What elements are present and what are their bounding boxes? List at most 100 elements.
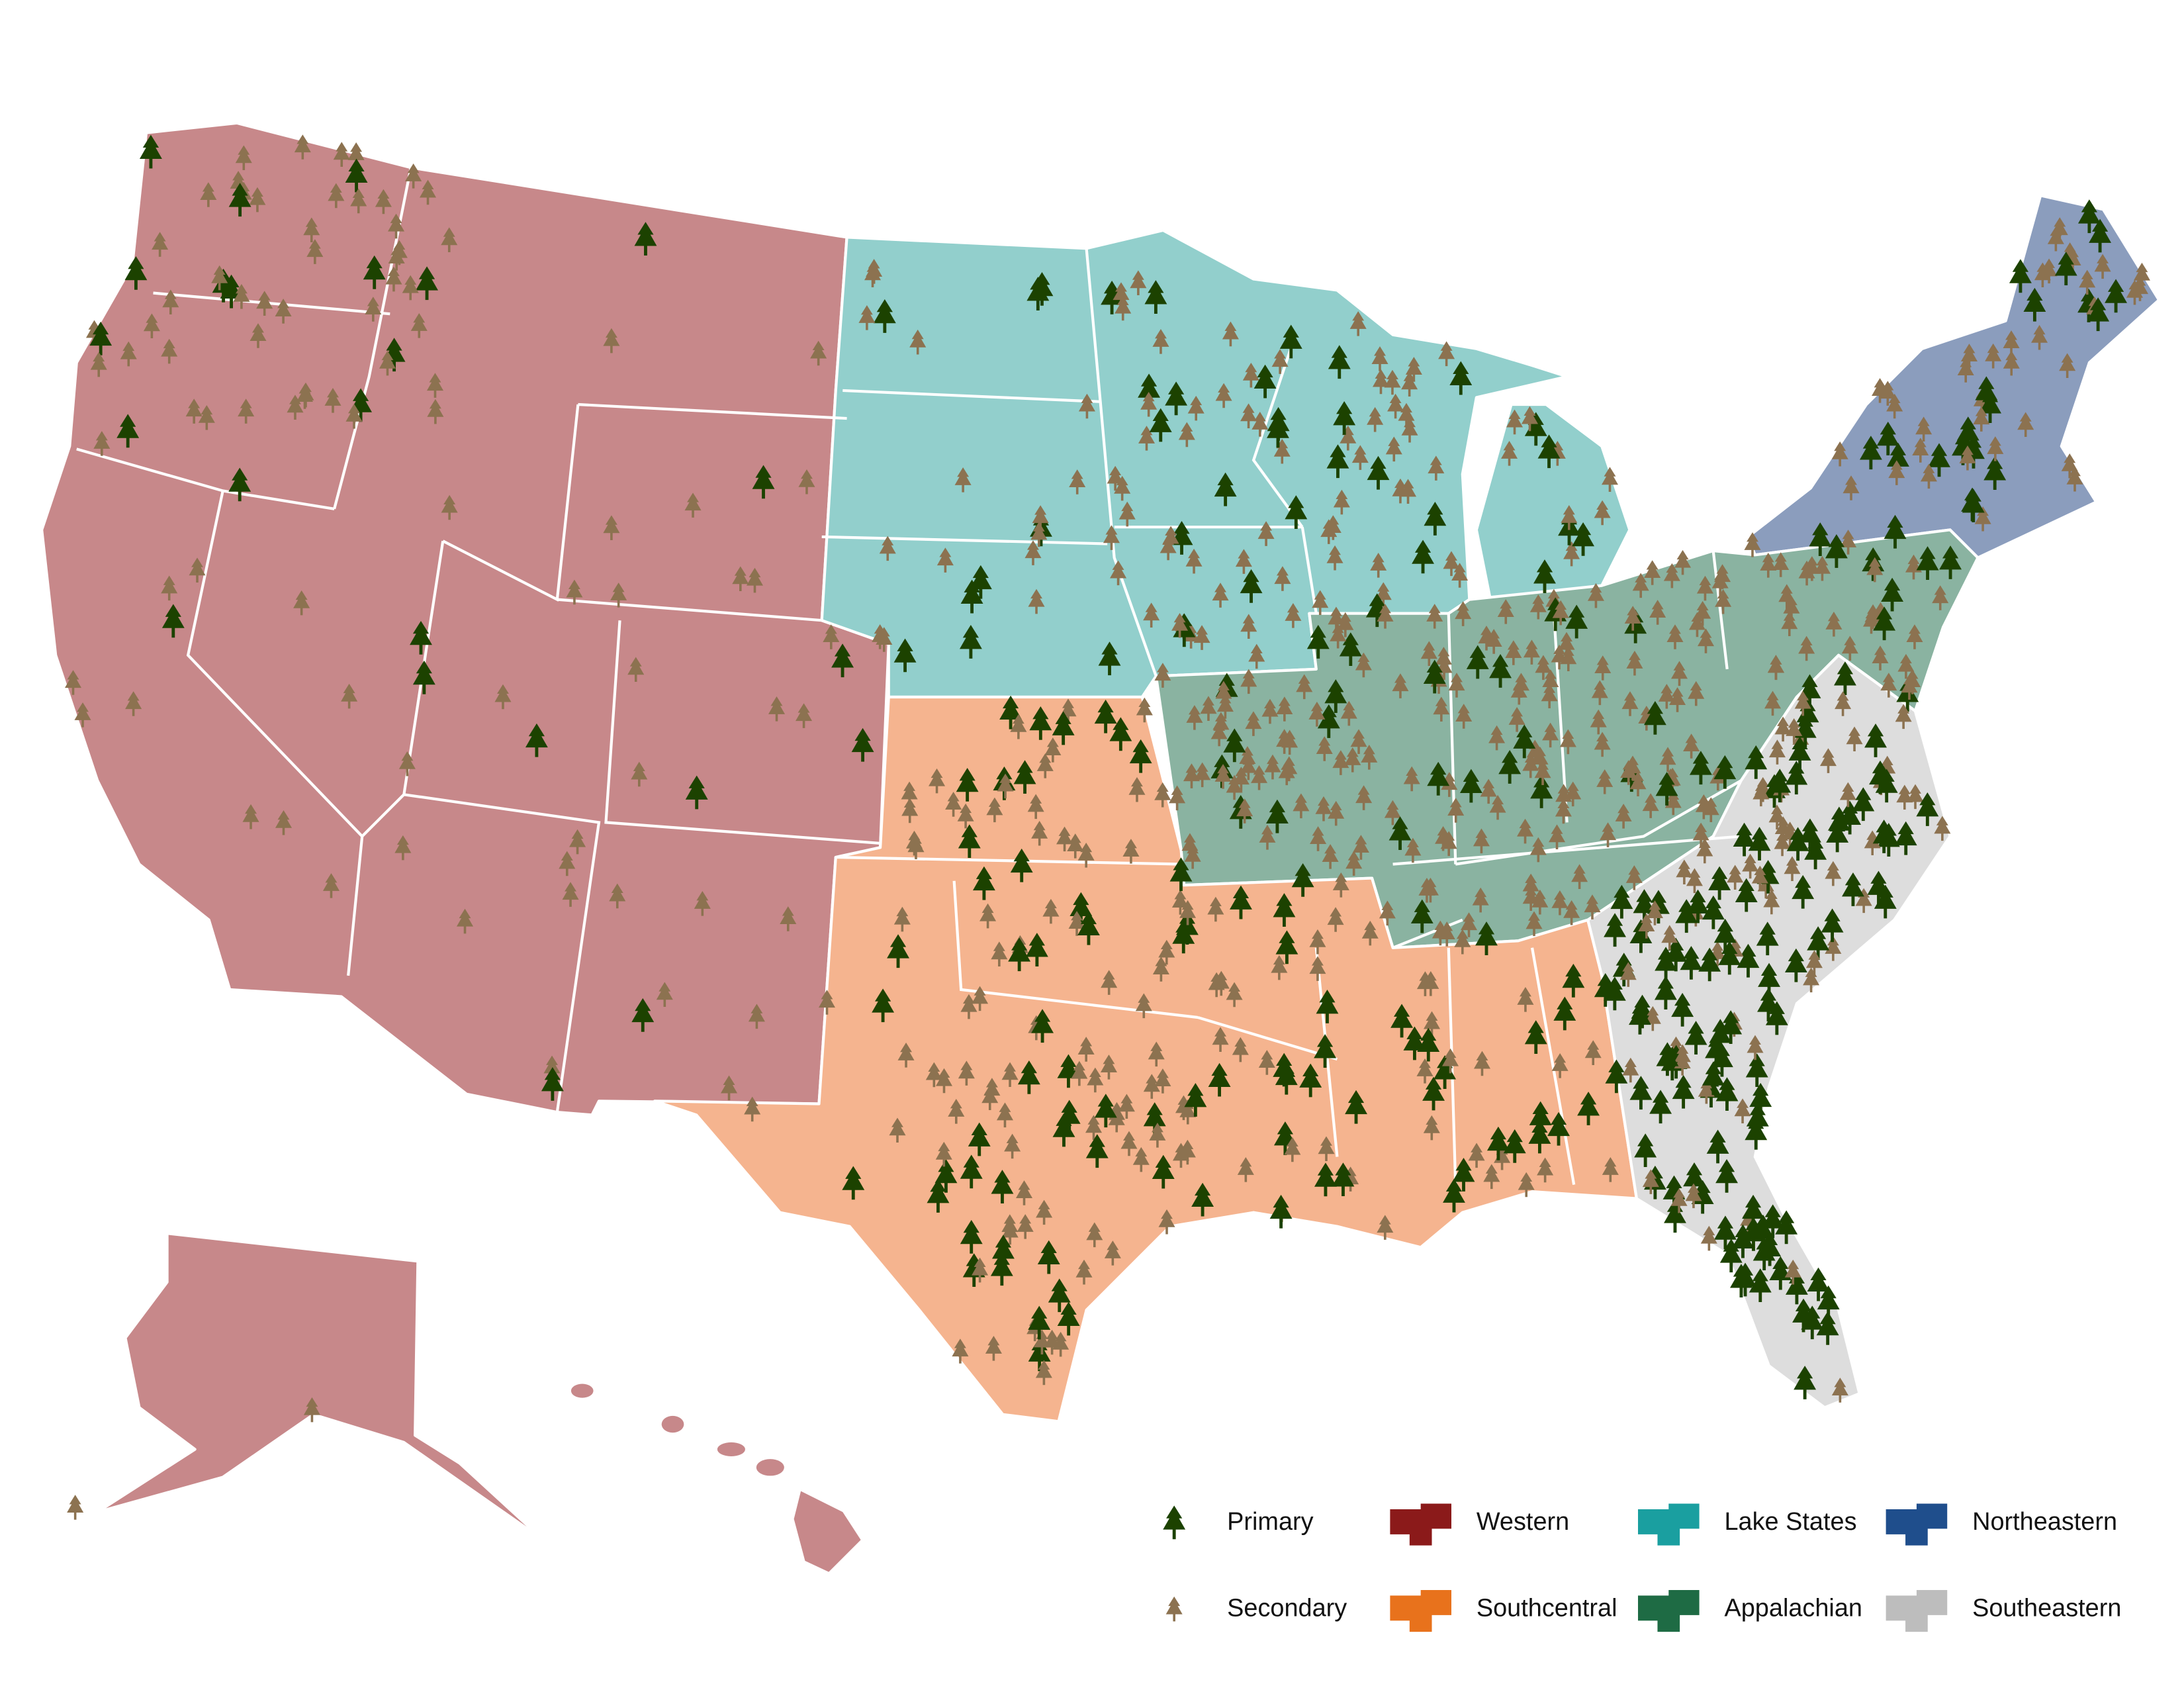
secondary-site xyxy=(1108,1107,1125,1133)
secondary-site xyxy=(1803,967,1820,993)
primary-site xyxy=(2054,252,2077,286)
primary-site xyxy=(1807,926,1830,961)
primary-site xyxy=(631,998,655,1032)
secondary-site xyxy=(1529,837,1547,863)
secondary-site xyxy=(1036,753,1054,778)
secondary-site xyxy=(1361,920,1379,946)
northeastern-region xyxy=(1747,194,2161,559)
secondary-site xyxy=(388,246,405,271)
legend-label: Secondary xyxy=(1227,1594,1347,1622)
secondary-site xyxy=(1232,1037,1249,1062)
secondary-site xyxy=(1497,599,1514,624)
secondary-site xyxy=(161,338,178,364)
secondary-site xyxy=(1872,645,1889,671)
secondary-site xyxy=(1587,583,1604,608)
primary-site xyxy=(1191,1182,1214,1217)
primary-site xyxy=(958,824,981,859)
primary-site xyxy=(1624,609,1647,643)
secondary-site xyxy=(242,804,259,829)
secondary-site xyxy=(1960,344,1978,369)
secondary-site xyxy=(1215,383,1232,408)
primary-site xyxy=(1757,988,1780,1022)
secondary-site xyxy=(1069,469,1086,494)
secondary-site xyxy=(1558,632,1575,657)
primary-site xyxy=(1672,1074,1695,1109)
primary-site xyxy=(1649,1090,1672,1124)
secondary-site xyxy=(1044,737,1062,763)
primary-site xyxy=(2087,297,2110,332)
secondary-site xyxy=(1864,830,1881,856)
primary-site xyxy=(1345,1090,1367,1124)
secondary-site xyxy=(1517,818,1534,844)
secondary-site xyxy=(1077,1037,1095,1062)
primary-site xyxy=(161,604,185,638)
secondary-site xyxy=(1296,674,1313,700)
secondary-site xyxy=(398,751,416,776)
secondary-site xyxy=(2133,262,2150,288)
secondary-site xyxy=(1443,551,1460,577)
primary-site xyxy=(1163,1505,1186,1540)
secondary-site xyxy=(1638,706,1655,731)
primary-site xyxy=(1756,860,1780,894)
secondary-site xyxy=(810,340,827,366)
secondary-site xyxy=(1694,600,1711,626)
secondary-site xyxy=(1686,868,1703,894)
secondary-site xyxy=(1200,696,1217,721)
primary-site xyxy=(1052,1113,1075,1147)
primary-site xyxy=(1952,431,1974,465)
primary-site xyxy=(1735,878,1758,912)
secondary-site xyxy=(1138,426,1156,451)
secondary-site xyxy=(1240,669,1257,694)
primary-site xyxy=(1314,1034,1337,1068)
secondary-site xyxy=(991,941,1008,966)
primary-site xyxy=(1427,761,1450,796)
primary-site xyxy=(1422,1076,1445,1111)
secondary-site xyxy=(929,768,946,794)
secondary-site xyxy=(1642,793,1659,818)
secondary-site xyxy=(1472,887,1489,913)
secondary-site xyxy=(1216,694,1234,719)
secondary-site xyxy=(1036,1199,1053,1225)
primary-site xyxy=(1675,899,1698,933)
secondary-site xyxy=(1441,772,1458,797)
secondary-site xyxy=(1674,1051,1691,1076)
secondary-site xyxy=(1441,1048,1459,1074)
primary-site xyxy=(2023,287,2046,322)
secondary-site xyxy=(1344,747,1361,773)
secondary-site xyxy=(1622,1057,1639,1083)
primary-site xyxy=(1742,1217,1765,1251)
secondary-site xyxy=(350,188,367,214)
secondary-site xyxy=(1235,549,1252,574)
secondary-site xyxy=(1433,696,1450,722)
primary-site xyxy=(2077,289,2100,322)
primary-site xyxy=(1884,514,1907,549)
primary-site xyxy=(1756,921,1779,956)
secondary-site xyxy=(1372,369,1390,395)
primary-site xyxy=(1412,539,1434,574)
primary-site xyxy=(1037,1240,1060,1274)
primary-site xyxy=(1085,1134,1109,1168)
primary-site xyxy=(1077,911,1100,945)
secondary-site xyxy=(1840,530,1857,555)
primary-site xyxy=(1733,822,1756,857)
secondary-site xyxy=(798,469,815,494)
secondary-site xyxy=(1114,475,1131,501)
secondary-site xyxy=(1281,729,1298,755)
secondary-site xyxy=(1483,1164,1500,1190)
secondary-site xyxy=(1715,588,1732,614)
secondary-site xyxy=(1531,746,1549,772)
secondary-site xyxy=(1784,856,1801,881)
secondary-site xyxy=(1440,831,1457,857)
secondary-site xyxy=(143,313,160,339)
primary-site xyxy=(1758,1232,1782,1266)
secondary-site xyxy=(324,388,341,413)
secondary-site xyxy=(1438,341,1455,367)
secondary-site xyxy=(405,164,422,189)
secondary-site xyxy=(748,1004,765,1029)
secondary-site xyxy=(1784,1259,1801,1285)
secondary-site xyxy=(1901,675,1918,700)
secondary-site xyxy=(1897,653,1915,679)
primary-site xyxy=(1052,711,1075,745)
primary-site xyxy=(1794,714,1817,748)
primary-site xyxy=(1273,1121,1297,1155)
